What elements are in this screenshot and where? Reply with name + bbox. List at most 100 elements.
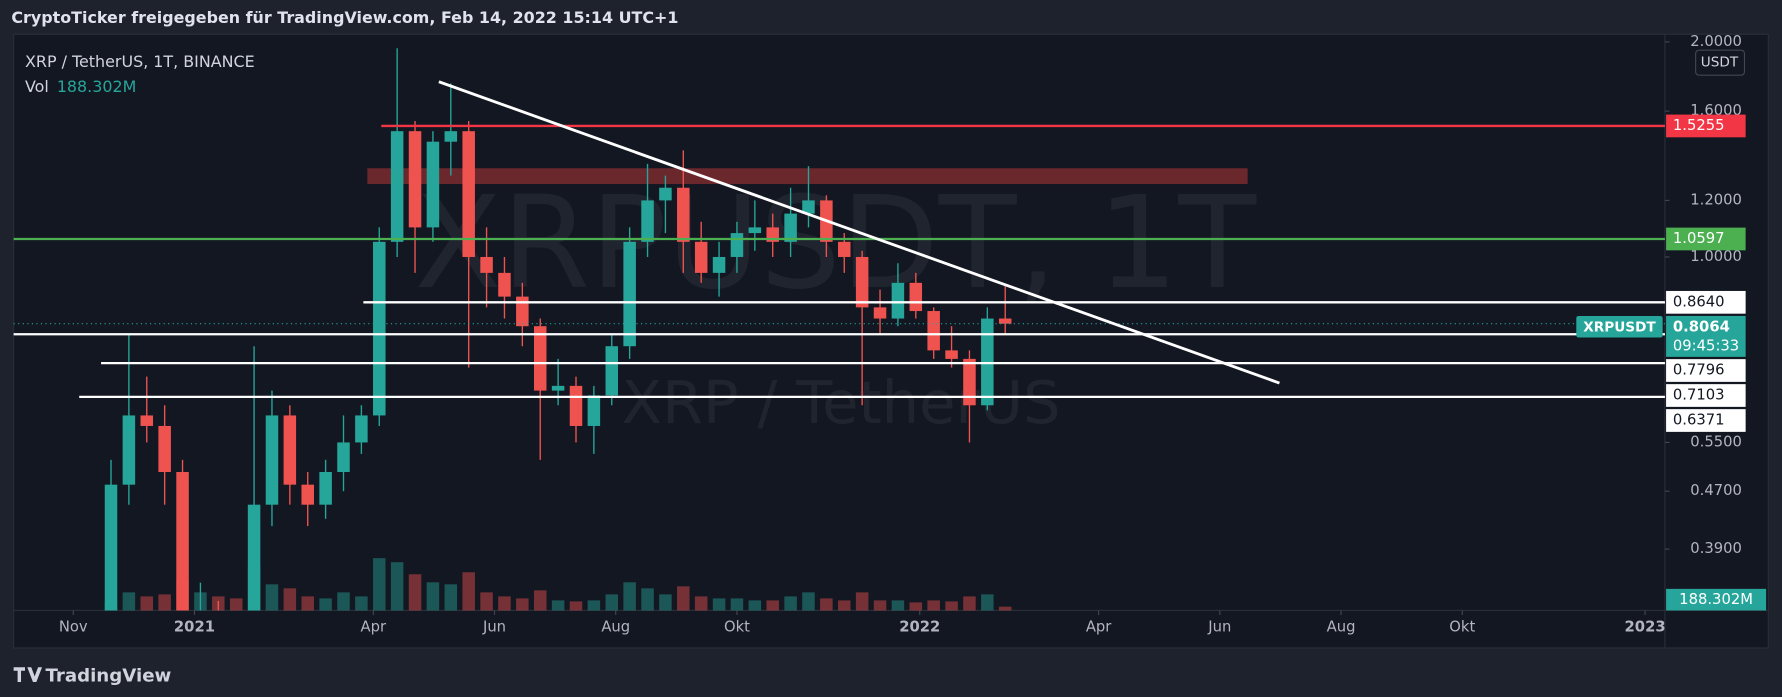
candle-body xyxy=(122,415,136,485)
candle-body xyxy=(569,385,583,426)
line-label-box xyxy=(1666,384,1746,407)
volume-bar xyxy=(623,582,636,611)
x-tick-label: Jun xyxy=(482,619,506,636)
x-tick-label: 2023 xyxy=(1625,619,1666,636)
line-label-box xyxy=(1666,359,1746,382)
symbol-box xyxy=(1576,315,1663,338)
volume-bar xyxy=(122,592,136,611)
volume-bar xyxy=(855,592,869,611)
line-label-box xyxy=(1666,114,1746,138)
footer-brand: TradingView xyxy=(45,665,171,686)
x-tick-label: Okt xyxy=(1449,619,1475,636)
price-label: 0.8064 xyxy=(1673,318,1730,335)
candle-body xyxy=(247,504,261,611)
candle-body xyxy=(838,241,851,257)
volume-bar xyxy=(677,586,690,611)
candle-body xyxy=(730,233,744,257)
candle-body xyxy=(748,227,762,234)
candle-body xyxy=(283,415,297,485)
candle-body xyxy=(551,385,565,391)
volume-bar xyxy=(140,596,154,611)
chart-panel xyxy=(13,33,1769,649)
x-tick-label: Nov xyxy=(59,619,88,636)
volume-title: Vol xyxy=(25,77,49,96)
volume-bar xyxy=(730,598,744,611)
volume-bar xyxy=(516,598,529,611)
candle-body xyxy=(516,296,529,327)
legend-title: XRP / TetherUS, 1T, BINANCE xyxy=(25,52,255,71)
candle-body xyxy=(355,415,368,443)
candle-body xyxy=(140,415,154,426)
volume-scale-box xyxy=(1666,588,1767,611)
volume-bar xyxy=(909,602,923,611)
volume-bar xyxy=(551,600,565,611)
x-tick-label: Okt xyxy=(724,619,750,636)
currency-badge[interactable] xyxy=(1695,49,1746,76)
volume-bar xyxy=(569,601,583,611)
watermark: XRPUSDT, 1T xyxy=(414,170,1257,318)
candle-body xyxy=(981,318,994,406)
volume-bar xyxy=(462,572,475,611)
candle-body xyxy=(462,131,475,257)
volume-legend-value: 188.302M xyxy=(57,77,137,96)
tradingview-logo[interactable] xyxy=(13,667,43,683)
volume-bar xyxy=(498,596,511,611)
x-tick-label: Aug xyxy=(601,619,630,636)
volume-bar xyxy=(784,596,797,611)
candle-body xyxy=(373,241,386,416)
candle-body xyxy=(945,350,958,359)
currency-text: USDT xyxy=(1701,55,1739,71)
volume-bar xyxy=(426,582,440,611)
volume-bar xyxy=(408,574,422,611)
volume-bar xyxy=(444,584,458,611)
volume-bar xyxy=(766,600,779,611)
volume-bar xyxy=(659,594,672,611)
volume-bar xyxy=(301,596,314,611)
line-label: 0.7103 xyxy=(1673,387,1725,404)
volume-bar xyxy=(981,594,994,611)
y-tick-label: 1.2000 xyxy=(1690,191,1742,208)
candle-body xyxy=(641,200,654,242)
volume-bar xyxy=(355,596,368,611)
overlay xyxy=(13,80,1665,398)
volume-bar xyxy=(587,600,601,611)
price-box xyxy=(1666,315,1746,357)
volume-bar xyxy=(229,598,243,611)
candle-body xyxy=(319,472,332,505)
x-tick-label: Apr xyxy=(361,619,387,636)
candle-body xyxy=(909,282,923,312)
line-label: 0.6371 xyxy=(1673,412,1725,429)
volume-bar xyxy=(533,590,547,611)
candle-body xyxy=(426,141,440,228)
volume-bar xyxy=(945,601,958,611)
volume-bar xyxy=(265,584,279,611)
y-tick-label: 2.0000 xyxy=(1690,33,1742,50)
x-tick-label: 2022 xyxy=(899,619,940,636)
volume-bar xyxy=(998,606,1012,611)
header-text: CryptoTicker freigegeben für TradingView… xyxy=(11,8,678,27)
x-tick-label: Aug xyxy=(1327,619,1356,636)
candle-body xyxy=(444,131,458,142)
symbol-label: XRPUSDT xyxy=(1583,319,1656,335)
volume-bar xyxy=(694,596,708,611)
y-tick-label: 0.3900 xyxy=(1690,540,1742,557)
candle-body xyxy=(998,318,1012,324)
volume-bar xyxy=(873,600,887,611)
countdown-label: 09:45:33 xyxy=(1673,338,1739,355)
line-label: 1.5255 xyxy=(1673,117,1725,134)
y-tick-label: 0.5500 xyxy=(1690,433,1742,450)
volume-bar xyxy=(838,600,851,611)
volume-bar xyxy=(480,592,493,611)
candle-body xyxy=(104,484,118,611)
candle-body xyxy=(855,256,869,308)
candle-body xyxy=(784,213,797,242)
candle-body xyxy=(265,415,279,505)
candle-body xyxy=(891,282,905,319)
candle-body xyxy=(587,395,601,426)
candle-body xyxy=(390,131,404,242)
volume-bar xyxy=(605,594,619,611)
line-label-box xyxy=(1666,227,1746,251)
resistance-zone xyxy=(367,168,1248,185)
